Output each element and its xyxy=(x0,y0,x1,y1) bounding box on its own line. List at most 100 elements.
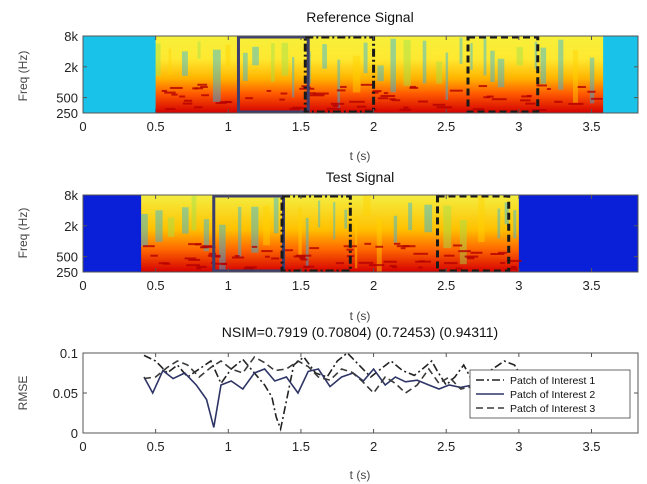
harmonic-streak xyxy=(568,102,584,105)
harmonic-streak xyxy=(432,103,446,106)
spectral-texture xyxy=(377,65,384,82)
y-axis-label: Freq (Hz) xyxy=(16,208,30,259)
harmonic-streak xyxy=(309,247,320,250)
harmonic-streak xyxy=(300,258,308,261)
speech-region xyxy=(141,195,519,272)
harmonic-streak xyxy=(234,255,240,258)
y-tick-label: 2k xyxy=(64,60,78,75)
x-tick-label: 0 xyxy=(79,439,86,454)
x-tick-label: 2.5 xyxy=(437,119,455,134)
harmonic-streak xyxy=(383,260,397,263)
y-tick-label: 8k xyxy=(64,188,78,203)
chart-title: NSIM=0.7919 (0.70804) (0.72453) (0.94311… xyxy=(222,324,498,340)
x-axis: 0 0.5 1 1.5 2 2.5 3 3.5 xyxy=(79,195,601,293)
spectral-texture xyxy=(589,57,595,104)
spectral-texture xyxy=(271,43,275,82)
spectral-texture xyxy=(237,206,242,258)
harmonic-streak xyxy=(491,98,507,101)
harmonic-streak xyxy=(511,266,517,269)
spectral-texture xyxy=(168,48,172,76)
spectral-texture xyxy=(558,39,564,90)
spectral-texture xyxy=(513,210,517,239)
x-axis-label: t (s) xyxy=(350,149,371,163)
harmonic-streak xyxy=(525,102,536,105)
chart-title: Reference Signal xyxy=(306,9,413,25)
harmonic-streak xyxy=(413,252,428,255)
harmonic-streak xyxy=(219,101,233,104)
harmonic-streak xyxy=(470,251,483,254)
spectral-texture xyxy=(572,50,578,103)
spectral-texture xyxy=(251,206,259,253)
spectral-texture xyxy=(318,200,321,228)
spectral-texture xyxy=(408,202,413,231)
harmonic-streak xyxy=(358,261,374,264)
harmonic-streak xyxy=(143,245,155,248)
spectral-texture xyxy=(155,43,161,76)
panel-reference: Reference Signal 0 0.5 1 1.5 2 2.5 3 3.5 8k 2k 50… xyxy=(16,9,639,163)
harmonic-streak xyxy=(244,267,255,270)
harmonic-streak xyxy=(478,85,488,88)
spectral-texture xyxy=(243,52,248,81)
harmonic-streak xyxy=(590,97,603,100)
spectral-texture xyxy=(167,217,175,237)
harmonic-streak xyxy=(520,99,531,102)
y-tick-label: 0.05 xyxy=(53,386,78,401)
spectral-texture xyxy=(322,44,327,69)
spectral-texture xyxy=(540,47,547,84)
harmonic-streak xyxy=(453,244,463,247)
spectrogram-image xyxy=(83,195,638,272)
x-tick-label: 2 xyxy=(370,119,377,134)
harmonic-streak xyxy=(498,251,507,254)
harmonic-streak xyxy=(194,243,202,246)
harmonic-streak xyxy=(377,97,389,100)
harmonic-streak xyxy=(186,264,200,267)
harmonic-streak xyxy=(380,95,395,98)
chart-title: Test Signal xyxy=(326,169,394,185)
harmonic-streak xyxy=(402,245,416,248)
harmonic-streak xyxy=(245,97,253,100)
spectral-texture xyxy=(393,215,398,243)
y-tick-label: 250 xyxy=(56,265,78,280)
harmonic-streak xyxy=(455,267,462,270)
y-tick-label: 8k xyxy=(64,29,78,44)
harmonic-streak xyxy=(458,250,471,253)
harmonic-streak xyxy=(289,107,301,110)
spectral-texture xyxy=(436,61,443,84)
x-tick-label: 1 xyxy=(225,439,232,454)
x-axis: 0 0.5 1 1.5 2 2.5 3 3.5 xyxy=(79,36,601,134)
harmonic-streak xyxy=(521,95,532,98)
spectral-texture xyxy=(422,40,427,84)
harmonic-streak xyxy=(266,89,272,92)
spectral-texture xyxy=(182,207,189,234)
harmonic-streak xyxy=(183,99,193,102)
harmonic-streak xyxy=(340,85,347,88)
y-tick-label: 500 xyxy=(56,250,78,265)
harmonic-streak xyxy=(280,92,288,95)
harmonic-streak xyxy=(532,109,547,112)
harmonic-streak xyxy=(436,106,453,109)
spectral-texture xyxy=(352,55,361,93)
harmonic-streak xyxy=(332,104,339,107)
harmonic-streak xyxy=(188,243,202,246)
plot-frame xyxy=(82,35,639,114)
harmonic-streak xyxy=(372,90,382,93)
harmonic-streak xyxy=(371,91,379,94)
y-tick-label: 250 xyxy=(56,106,78,121)
patch-box-1 xyxy=(280,194,352,273)
harmonic-streak xyxy=(330,102,345,105)
harmonic-streak xyxy=(383,92,389,95)
harmonic-streak xyxy=(360,83,373,86)
harmonic-streak xyxy=(188,258,201,261)
harmonic-streak xyxy=(182,102,193,105)
harmonic-streak xyxy=(221,263,227,266)
harmonic-streak xyxy=(194,106,203,109)
harmonic-streak xyxy=(164,91,176,94)
harmonic-streak xyxy=(279,98,285,101)
spectral-texture xyxy=(363,42,368,74)
harmonic-streak xyxy=(364,108,377,111)
harmonic-streak xyxy=(510,267,518,270)
harmonic-streak xyxy=(264,255,270,258)
y-axis-label: Freq (Hz) xyxy=(16,51,30,102)
